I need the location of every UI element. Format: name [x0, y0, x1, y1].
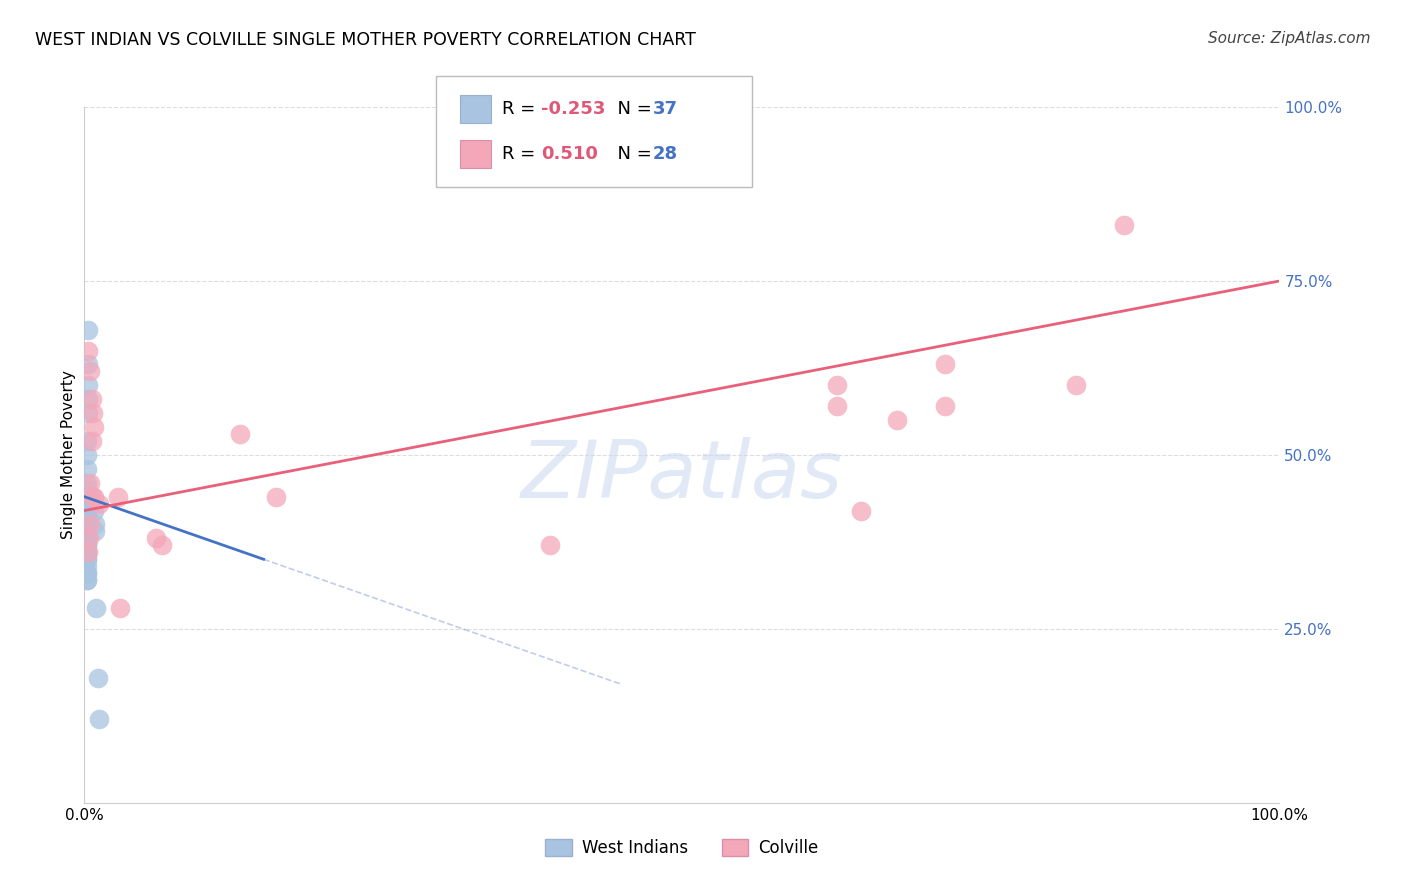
Point [76, 566, 98, 581]
Point [77, 545, 100, 559]
Point [76, 552, 98, 566]
Point [76, 532, 98, 546]
Text: 0.510: 0.510 [541, 145, 598, 163]
Point [76, 566, 98, 581]
Point [84, 524, 107, 539]
Point [886, 413, 908, 427]
Point [87, 712, 110, 726]
Legend: West Indians, Colville: West Indians, Colville [538, 832, 825, 864]
Point [150, 538, 173, 552]
Text: ZIPatlas: ZIPatlas [520, 437, 844, 515]
Point [76, 517, 98, 532]
Point [86, 671, 108, 685]
Text: N =: N = [606, 100, 658, 118]
Point [83, 420, 105, 434]
Text: N =: N = [606, 145, 658, 163]
Text: Source: ZipAtlas.com: Source: ZipAtlas.com [1208, 31, 1371, 46]
Text: 28: 28 [652, 145, 678, 163]
Point [84, 517, 107, 532]
Point [76, 483, 98, 497]
Point [76, 434, 98, 448]
Text: R =: R = [502, 100, 541, 118]
Point [76, 475, 98, 490]
Point [851, 503, 873, 517]
Point [86, 601, 108, 615]
Point [77, 343, 100, 358]
Point [79, 475, 101, 490]
Point [76, 538, 98, 552]
Point [76, 490, 98, 504]
Point [1066, 378, 1088, 392]
Point [107, 490, 129, 504]
Point [77, 323, 100, 337]
Point [934, 399, 956, 413]
Point [76, 559, 98, 574]
Point [1114, 219, 1136, 233]
Point [76, 510, 98, 524]
Point [76, 524, 98, 539]
Point [77, 532, 100, 546]
Point [76, 573, 98, 587]
Point [76, 545, 98, 559]
Point [76, 503, 98, 517]
Point [83, 503, 105, 517]
Point [827, 399, 849, 413]
Text: WEST INDIAN VS COLVILLE SINGLE MOTHER POVERTY CORRELATION CHART: WEST INDIAN VS COLVILLE SINGLE MOTHER PO… [35, 31, 696, 49]
Point [76, 532, 98, 546]
Point [77, 406, 100, 420]
Point [83, 490, 105, 504]
Point [87, 497, 110, 511]
Point [827, 378, 849, 392]
Point [77, 378, 100, 392]
Point [80, 434, 103, 448]
Point [79, 517, 101, 532]
Point [76, 573, 98, 587]
Point [229, 427, 252, 442]
Y-axis label: Single Mother Poverty: Single Mother Poverty [60, 370, 76, 540]
Text: 37: 37 [652, 100, 678, 118]
Point [76, 545, 98, 559]
Point [77, 392, 100, 407]
Point [76, 462, 98, 476]
Point [79, 364, 101, 378]
Point [76, 448, 98, 462]
Point [540, 538, 562, 552]
Point [77, 358, 100, 372]
Point [76, 497, 98, 511]
Point [76, 490, 98, 504]
Text: -0.253: -0.253 [541, 100, 606, 118]
Point [80, 392, 103, 407]
Point [76, 538, 98, 552]
Text: R =: R = [502, 145, 547, 163]
Point [76, 552, 98, 566]
Point [82, 490, 104, 504]
Point [110, 601, 132, 615]
Point [264, 490, 287, 504]
Point [934, 358, 956, 372]
Point [82, 406, 104, 420]
Point [79, 490, 101, 504]
Point [145, 532, 167, 546]
